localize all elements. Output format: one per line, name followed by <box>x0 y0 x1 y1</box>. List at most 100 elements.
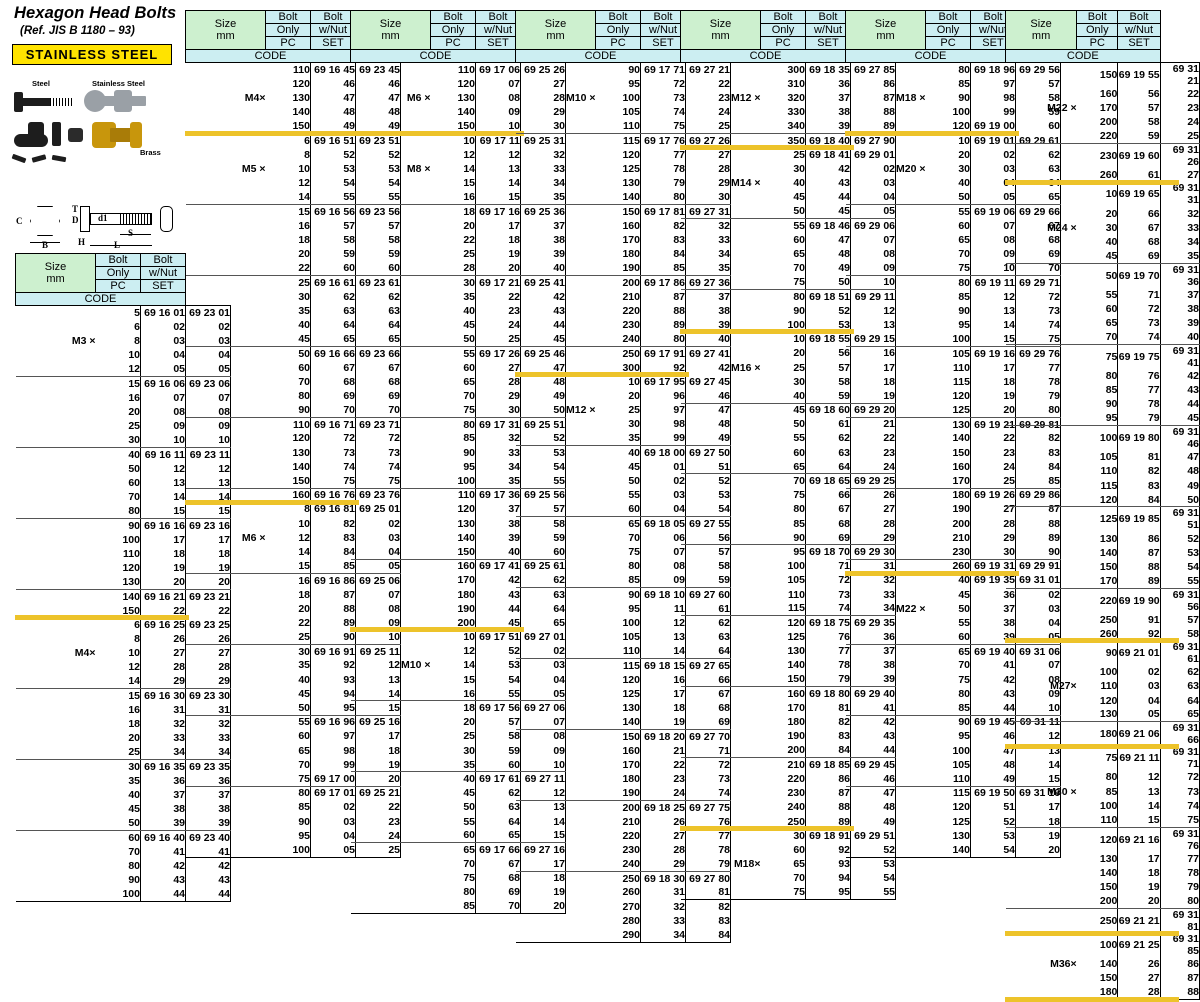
bolt-with-nut-code[interactable]: 82 <box>685 899 731 914</box>
table-row[interactable]: 40 69 18 00 69 27 50 <box>516 445 731 460</box>
bolt-with-nut-code[interactable]: 59 <box>520 530 566 545</box>
bolt-with-nut-code[interactable]: 48 <box>850 800 896 815</box>
bolt-only-code[interactable]: 67 <box>1117 220 1161 235</box>
table-row[interactable]: 80 69 19 11 69 29 71 <box>846 275 1061 290</box>
bolt-only-code[interactable]: 80 <box>640 332 686 347</box>
bolt-with-nut-code[interactable]: 05 <box>850 204 896 220</box>
bolt-with-nut-code[interactable]: 54 <box>685 502 731 518</box>
bolt-only-code[interactable]: 15 <box>140 504 186 519</box>
bolt-only-code[interactable]: 69 16 71 <box>310 417 356 432</box>
table-row[interactable]: 6 02 02 <box>16 319 231 334</box>
table-row[interactable]: 75 07 57 <box>516 544 731 560</box>
bolt-with-nut-code[interactable]: 69 27 06 <box>520 700 566 716</box>
table-row[interactable]: 95 34 54 <box>351 459 566 474</box>
table-row[interactable]: 50 63 13 <box>351 800 566 815</box>
table-row[interactable]: 20 02 62 <box>846 147 1061 162</box>
table-row[interactable]: M24 × 30 67 33 <box>1006 220 1200 235</box>
bolt-only-code[interactable]: 44 <box>140 887 186 902</box>
bolt-with-nut-code[interactable]: 37 <box>520 218 566 233</box>
bolt-with-nut-code[interactable]: 28 <box>185 660 231 675</box>
bolt-with-nut-code[interactable]: 53 <box>355 161 401 176</box>
bolt-only-code[interactable]: 59 <box>475 743 521 758</box>
bolt-with-nut-code[interactable]: 08 <box>355 601 401 616</box>
bolt-only-code[interactable]: 73 <box>805 587 851 602</box>
bolt-only-code[interactable]: 31 <box>640 885 686 900</box>
table-row[interactable]: 30 10 10 <box>15 433 231 448</box>
bolt-only-code[interactable]: 14 <box>140 489 186 505</box>
bolt-only-code[interactable]: 69 16 76 <box>310 488 356 503</box>
table-row[interactable]: 110 14 64 <box>515 644 731 659</box>
bolt-only-code[interactable]: 69 16 86 <box>310 573 356 588</box>
bolt-only-code[interactable]: 93 <box>805 857 851 872</box>
table-row[interactable]: 60 72 38 <box>1006 301 1200 317</box>
bolt-with-nut-code[interactable]: 72 <box>355 431 401 446</box>
bolt-with-nut-code[interactable]: 02 <box>1015 587 1061 602</box>
bolt-with-nut-code[interactable]: 30 <box>685 190 731 205</box>
bolt-with-nut-code[interactable]: 77 <box>1159 851 1200 866</box>
bolt-only-code[interactable]: 69 19 01 <box>970 133 1016 148</box>
table-row[interactable]: 90 69 16 16 69 23 16 <box>16 518 231 533</box>
bolt-only-code[interactable]: 86 <box>805 771 851 787</box>
bolt-with-nut-code[interactable]: 47 <box>520 360 566 375</box>
table-row[interactable]: 130 05 65 <box>1005 707 1200 723</box>
bolt-with-nut-code[interactable]: 10 <box>355 630 401 645</box>
bolt-only-code[interactable]: 68 <box>1117 234 1161 249</box>
table-row[interactable]: 90 78 44 <box>1006 397 1200 412</box>
bolt-only-code[interactable]: 57 <box>475 715 521 730</box>
table-row[interactable]: 75 69 17 00 20 <box>185 771 401 787</box>
table-row[interactable]: 75 66 26 <box>681 488 896 503</box>
bolt-with-nut-code[interactable]: 69 27 55 <box>685 516 731 531</box>
table-row[interactable]: 60 27 47 <box>351 360 566 375</box>
table-row[interactable]: 90 43 43 <box>16 873 231 888</box>
table-row[interactable]: 230 87 47 <box>681 786 896 801</box>
table-row[interactable]: 10 04 04 <box>16 348 231 363</box>
bolt-only-code[interactable]: 36 <box>140 773 186 788</box>
bolt-with-nut-code[interactable]: 47 <box>1159 450 1200 465</box>
bolt-with-nut-code[interactable]: 07 <box>1015 658 1061 673</box>
table-row[interactable]: 70 29 49 <box>351 388 566 403</box>
bolt-only-code[interactable]: 77 <box>1117 383 1161 398</box>
bolt-with-nut-code[interactable]: 52 <box>1159 531 1200 546</box>
bolt-with-nut-code[interactable]: 57 <box>355 218 401 233</box>
table-row[interactable]: 12 54 54 <box>186 176 401 191</box>
bolt-only-code[interactable]: 69 17 41 <box>475 559 521 574</box>
table-row[interactable]: 140 78 38 <box>681 658 896 673</box>
bolt-with-nut-code[interactable]: 69 23 11 <box>185 447 231 462</box>
table-row[interactable]: 160 69 16 76 69 23 76 <box>186 488 401 503</box>
bolt-with-nut-code[interactable]: 04 <box>1015 615 1061 630</box>
bolt-with-nut-code[interactable]: 67 <box>355 360 401 375</box>
bolt-with-nut-code[interactable]: 28 <box>520 90 566 106</box>
bolt-with-nut-code[interactable]: 19 <box>850 388 896 404</box>
table-row[interactable]: 80 67 27 <box>681 502 896 517</box>
table-row[interactable]: 50 61 21 <box>681 417 896 432</box>
bolt-only-code[interactable]: 33 <box>140 731 186 746</box>
bolt-with-nut-code[interactable]: 05 <box>355 559 401 574</box>
bolt-with-nut-code[interactable]: 69 31 81 <box>1159 908 1200 933</box>
bolt-with-nut-code[interactable]: 10 <box>520 757 566 773</box>
table-row[interactable]: 95 14 74 <box>846 317 1061 333</box>
bolt-only-code[interactable]: 38 <box>805 105 851 120</box>
bolt-only-code[interactable]: 41 <box>140 844 186 859</box>
bolt-with-nut-code[interactable]: 85 <box>1015 473 1061 489</box>
bolt-only-code[interactable]: 04 <box>640 502 686 518</box>
table-row[interactable]: 115 69 19 50 69 31 16 <box>846 786 1061 801</box>
table-row[interactable]: 90 69 21 01 69 31 61 <box>1006 641 1200 666</box>
table-row[interactable]: 60 63 23 <box>681 445 896 460</box>
bolt-with-nut-code[interactable]: 38 <box>520 232 566 247</box>
bolt-only-code[interactable]: 52 <box>805 303 851 318</box>
bolt-with-nut-code[interactable]: 27 <box>850 502 896 517</box>
table-row[interactable]: M8 × 14 13 33 <box>351 161 566 176</box>
bolt-with-nut-code[interactable]: 50 <box>520 403 566 418</box>
table-row[interactable]: 70 68 68 <box>186 374 401 389</box>
table-row[interactable]: 250 69 17 91 69 27 41 <box>516 346 731 361</box>
bolt-with-nut-code[interactable]: 58 <box>520 516 566 531</box>
bolt-with-nut-code[interactable]: 17 <box>850 360 896 375</box>
table-row[interactable]: 60 04 54 <box>515 502 731 518</box>
bolt-only-code[interactable]: 69 19 16 <box>970 346 1016 361</box>
bolt-only-code[interactable]: 48 <box>310 105 356 120</box>
bolt-with-nut-code[interactable]: 16 <box>850 346 896 361</box>
table-row[interactable]: 45 36 02 <box>846 587 1061 602</box>
bolt-only-code[interactable]: 42 <box>475 573 521 588</box>
bolt-only-code[interactable]: 57 <box>805 360 851 375</box>
bolt-only-code[interactable]: 69 19 60 <box>1117 143 1161 169</box>
